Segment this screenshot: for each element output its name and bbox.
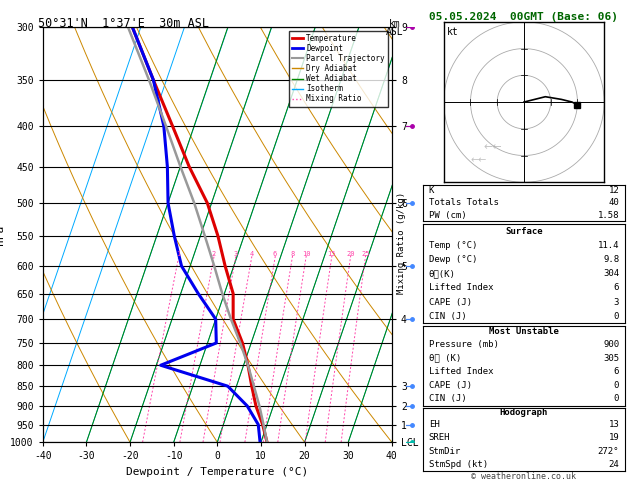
Text: 50°31'N  1°37'E  30m ASL: 50°31'N 1°37'E 30m ASL — [38, 17, 209, 30]
Text: CAPE (J): CAPE (J) — [429, 297, 472, 307]
Text: 4: 4 — [250, 251, 254, 257]
Text: 20: 20 — [346, 251, 355, 257]
Text: 25: 25 — [361, 251, 370, 257]
Text: K: K — [429, 186, 434, 195]
Text: Mixing Ratio (g/kg): Mixing Ratio (g/kg) — [397, 192, 406, 294]
Text: 0: 0 — [614, 395, 619, 403]
Text: EH: EH — [429, 420, 440, 429]
Text: 6: 6 — [614, 283, 619, 293]
Text: ←←: ←← — [470, 156, 487, 166]
Text: 8: 8 — [290, 251, 294, 257]
Text: 10: 10 — [302, 251, 310, 257]
Text: 12: 12 — [608, 186, 619, 195]
Text: CIN (J): CIN (J) — [429, 395, 466, 403]
Text: StmDir: StmDir — [429, 447, 461, 456]
Text: Surface: Surface — [505, 226, 543, 236]
Text: 1.58: 1.58 — [598, 210, 619, 220]
Text: 2: 2 — [212, 251, 216, 257]
Text: Dewp (°C): Dewp (°C) — [429, 255, 477, 264]
Text: 272°: 272° — [598, 447, 619, 456]
Text: Pressure (mb): Pressure (mb) — [429, 340, 499, 349]
Text: 6: 6 — [273, 251, 277, 257]
Text: km: km — [389, 19, 401, 30]
Text: Most Unstable: Most Unstable — [489, 327, 559, 336]
Text: 05.05.2024  00GMT (Base: 06): 05.05.2024 00GMT (Base: 06) — [430, 12, 618, 22]
Text: 15: 15 — [328, 251, 336, 257]
Text: 900: 900 — [603, 340, 619, 349]
Text: CIN (J): CIN (J) — [429, 312, 466, 321]
Text: Hodograph: Hodograph — [500, 408, 548, 417]
Text: 13: 13 — [608, 420, 619, 429]
Text: Temp (°C): Temp (°C) — [429, 241, 477, 250]
Text: 24: 24 — [608, 460, 619, 469]
Text: θᴇ (K): θᴇ (K) — [429, 354, 461, 363]
Text: 6: 6 — [614, 367, 619, 376]
Text: 3: 3 — [614, 297, 619, 307]
Text: Totals Totals: Totals Totals — [429, 198, 499, 208]
Text: 19: 19 — [608, 434, 619, 442]
Text: 11.4: 11.4 — [598, 241, 619, 250]
Text: Lifted Index: Lifted Index — [429, 367, 493, 376]
Text: Lifted Index: Lifted Index — [429, 283, 493, 293]
Text: kt: kt — [447, 27, 458, 37]
Text: 1: 1 — [177, 251, 181, 257]
Y-axis label: hPa: hPa — [0, 225, 4, 244]
Text: © weatheronline.co.uk: © weatheronline.co.uk — [472, 472, 576, 481]
Text: 40: 40 — [608, 198, 619, 208]
X-axis label: Dewpoint / Temperature (°C): Dewpoint / Temperature (°C) — [126, 467, 308, 477]
Legend: Temperature, Dewpoint, Parcel Trajectory, Dry Adiabat, Wet Adiabat, Isotherm, Mi: Temperature, Dewpoint, Parcel Trajectory… — [289, 31, 388, 106]
Text: SREH: SREH — [429, 434, 450, 442]
Text: 3: 3 — [233, 251, 238, 257]
Text: 0: 0 — [614, 312, 619, 321]
Text: ASL: ASL — [386, 27, 404, 37]
Text: 304: 304 — [603, 269, 619, 278]
Text: StmSpd (kt): StmSpd (kt) — [429, 460, 488, 469]
Text: ←←: ←← — [484, 142, 503, 152]
Text: 0: 0 — [614, 381, 619, 390]
Text: CAPE (J): CAPE (J) — [429, 381, 472, 390]
Text: PW (cm): PW (cm) — [429, 210, 466, 220]
Text: θᴇ(K): θᴇ(K) — [429, 269, 455, 278]
Text: 305: 305 — [603, 354, 619, 363]
Text: 9.8: 9.8 — [603, 255, 619, 264]
